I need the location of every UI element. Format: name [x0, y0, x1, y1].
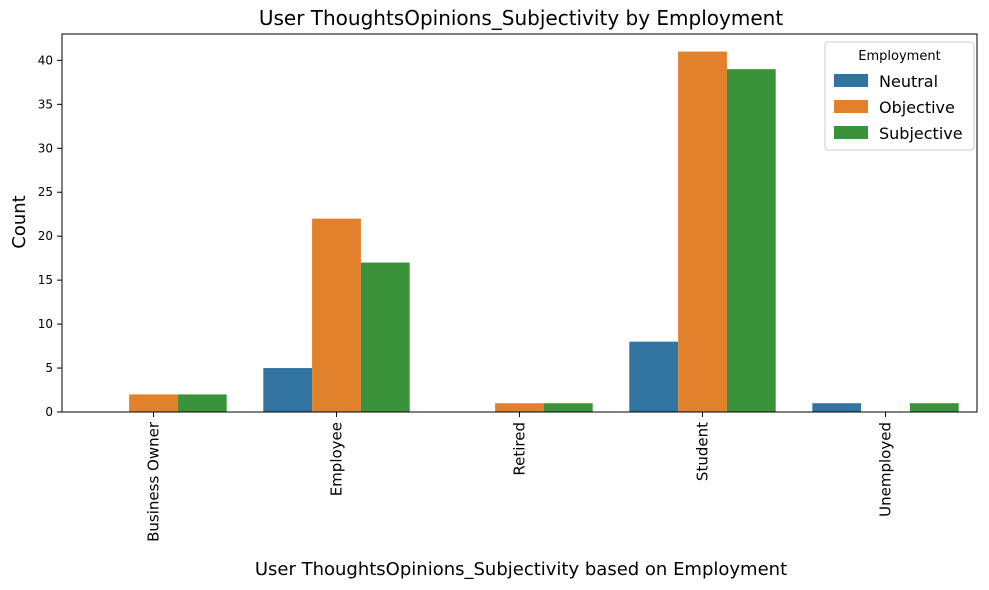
- bar-neutral-unemployed: [812, 403, 862, 412]
- legend-title: Employment: [858, 49, 940, 64]
- x-axis-label: User ThoughtsOpinions_Subjectivity based…: [255, 559, 787, 580]
- y-tick-label: 20: [38, 229, 53, 243]
- legend-box: [824, 41, 975, 151]
- bar-objective-business-owner: [129, 394, 178, 412]
- bar-subjective-employee: [360, 262, 410, 412]
- bar-neutral-employee: [263, 368, 313, 412]
- legend-swatch-subjective: [834, 126, 868, 139]
- legend-label-subjective: Subjective: [879, 124, 963, 143]
- legend-label-neutral: Neutral: [879, 72, 938, 91]
- y-tick-label: 35: [38, 97, 53, 111]
- y-tick-label: 10: [38, 317, 53, 331]
- bar-objective-student: [678, 51, 727, 412]
- plot-area: 0 5 10 15 20 25 30 35 40 Business Owner Employee Re…: [38, 33, 978, 542]
- y-tick-label: 40: [38, 53, 53, 67]
- x-tick-label: Unemployed: [877, 422, 895, 517]
- y-tick-label: 5: [45, 361, 53, 375]
- y-tick-label: 30: [38, 141, 53, 155]
- x-tick-label: Student: [694, 422, 712, 481]
- bar-neutral-student: [629, 341, 679, 412]
- legend: Employment Neutral Objective Subjective: [824, 41, 975, 151]
- y-axis-label: Count: [9, 195, 30, 248]
- bar-subjective-student: [726, 69, 776, 412]
- y-tick-label: 25: [38, 185, 53, 199]
- y-tick-label: 0: [45, 405, 53, 419]
- legend-label-objective: Objective: [879, 98, 955, 117]
- bar-subjective-retired: [543, 403, 593, 412]
- x-tick-label: Business Owner: [145, 421, 163, 542]
- chart-title: User ThoughtsOpinions_Subjectivity by Em…: [259, 6, 783, 30]
- bar-objective-employee: [312, 218, 361, 412]
- bar-subjective-business-owner: [177, 394, 227, 412]
- y-tick-label: 15: [38, 273, 53, 287]
- legend-swatch-objective: [834, 100, 868, 113]
- x-tick-label: Employee: [328, 422, 346, 496]
- bar-subjective-unemployed: [909, 403, 959, 412]
- bar-objective-retired: [495, 403, 544, 412]
- legend-swatch-neutral: [834, 74, 868, 87]
- x-tick-label: Retired: [511, 422, 529, 476]
